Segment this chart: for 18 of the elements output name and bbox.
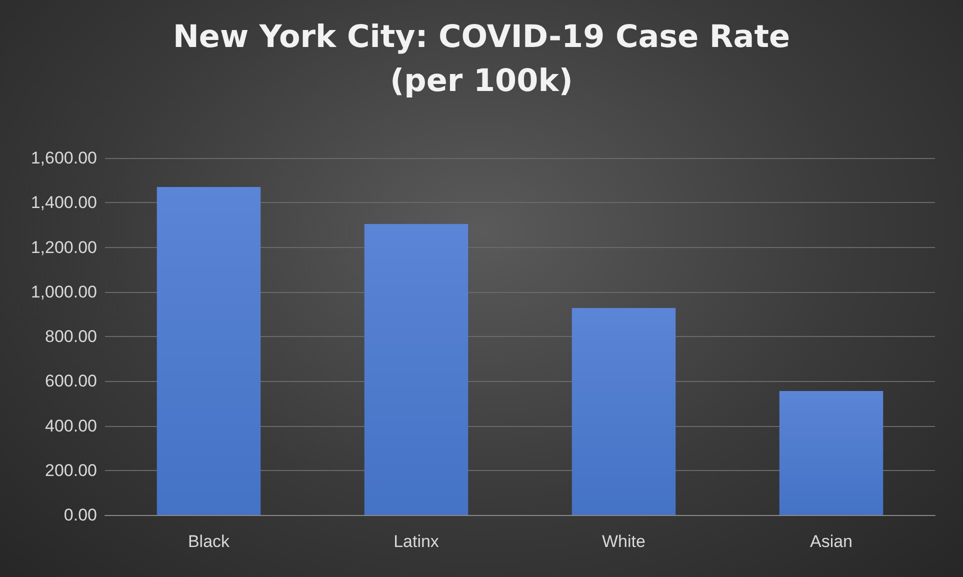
x-tick-label: Black	[188, 532, 230, 551]
y-tick-label: 800.00	[45, 327, 97, 346]
y-tick-label: 600.00	[45, 372, 97, 391]
y-tick-label: 400.00	[45, 416, 97, 436]
bar	[156, 187, 261, 515]
y-tick-label: 1,600.00	[30, 148, 97, 168]
bar	[572, 308, 676, 515]
x-tick-label: Latinx	[394, 532, 440, 551]
bar	[779, 390, 884, 515]
y-tick-label: 1,400.00	[30, 193, 97, 212]
y-tick-label: 0.00	[64, 506, 97, 524]
x-tick-label: Asian	[810, 532, 853, 551]
y-tick-label: 200.00	[45, 460, 97, 480]
x-tick-label: White	[602, 532, 646, 551]
chart-title: New York City: COVID-19 Case Rate (per 100k)	[172, 19, 790, 99]
y-tick-label: 1,200.00	[30, 238, 97, 257]
bar	[364, 224, 468, 515]
y-tick-label: 1,000.00	[30, 282, 97, 302]
